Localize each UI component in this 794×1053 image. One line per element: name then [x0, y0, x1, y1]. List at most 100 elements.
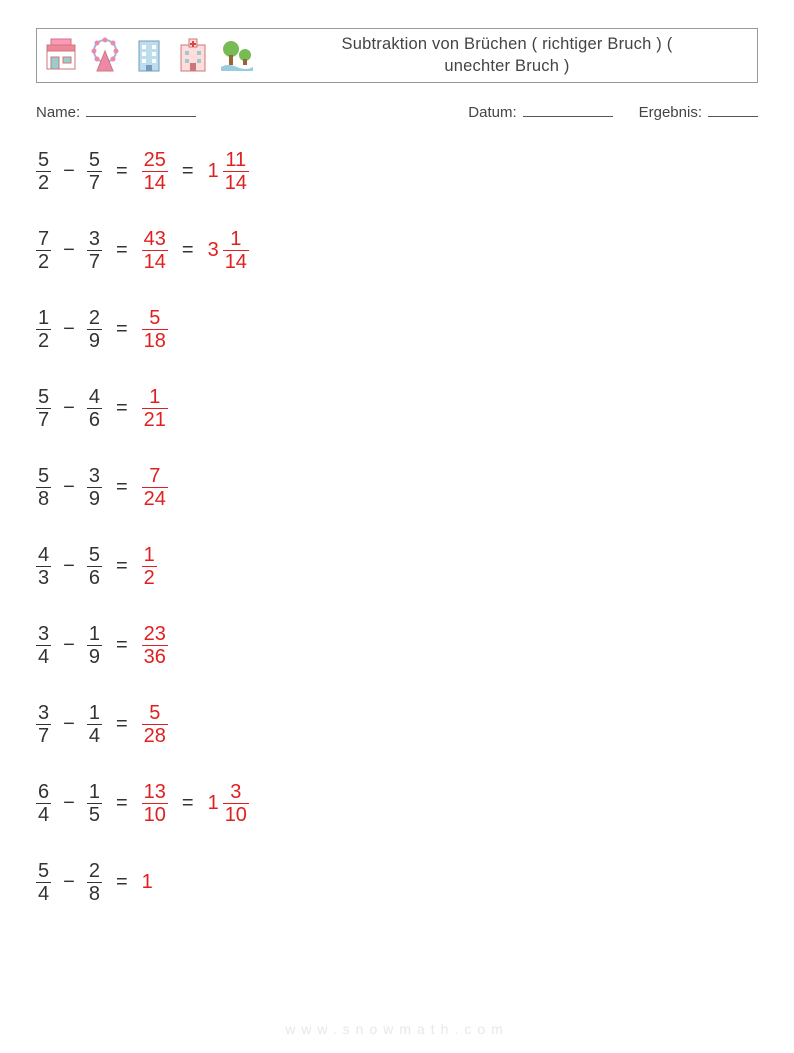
numerator: 3: [36, 702, 51, 724]
date-label: Datum:: [468, 104, 516, 121]
equals-sign: =: [110, 240, 134, 260]
numerator: 5: [147, 307, 162, 329]
denominator: 3: [36, 567, 51, 589]
date-blank[interactable]: [523, 101, 613, 117]
fraction: 4314: [142, 228, 168, 273]
answer: 121: [142, 386, 168, 431]
fraction: 64: [36, 781, 51, 826]
fraction: 121: [142, 386, 168, 431]
denominator: 10: [142, 804, 168, 826]
answer: 2514: [142, 149, 168, 194]
footer-watermark: www.snowmath.com: [0, 1021, 794, 1037]
denominator: 7: [87, 251, 102, 273]
denominator: 24: [142, 488, 168, 510]
equals-sign: =: [110, 793, 134, 813]
fraction: 518: [142, 307, 168, 352]
fraction: 39: [87, 465, 102, 510]
minus-operator: −: [59, 161, 79, 181]
minus-operator: −: [59, 714, 79, 734]
denominator: 21: [142, 409, 168, 431]
fraction: 57: [87, 149, 102, 194]
fraction: 1114: [223, 149, 249, 194]
problem-row: 12−29=518: [36, 307, 758, 352]
numerator: 5: [147, 702, 162, 724]
minus-operator: −: [59, 240, 79, 260]
answer: 724: [142, 465, 168, 510]
mixed-whole: 3: [208, 240, 219, 260]
meta-name: Name:: [36, 101, 196, 121]
numerator: 1: [36, 307, 51, 329]
denominator: 14: [142, 251, 168, 273]
answer: 2336: [142, 623, 168, 668]
numerator: 25: [142, 149, 168, 171]
numerator: 1: [228, 228, 243, 250]
numerator: 5: [36, 860, 51, 882]
numerator: 1: [87, 781, 102, 803]
result-label: Ergebnis:: [639, 104, 702, 121]
office-building-icon: [131, 37, 167, 73]
answer: 4314: [142, 228, 168, 273]
fraction: 46: [87, 386, 102, 431]
answer: 12: [142, 544, 157, 589]
equals-sign: =: [176, 240, 200, 260]
answer-mixed: 1310: [208, 781, 249, 826]
fraction: 310: [223, 781, 249, 826]
numerator: 13: [142, 781, 168, 803]
numerator: 1: [87, 702, 102, 724]
numerator: 2: [87, 307, 102, 329]
minus-operator: −: [59, 635, 79, 655]
fraction: 724: [142, 465, 168, 510]
fraction: 28: [87, 860, 102, 905]
answer: 518: [142, 307, 168, 352]
equals-sign: =: [110, 714, 134, 734]
fraction: 2514: [142, 149, 168, 194]
denominator: 7: [36, 409, 51, 431]
answer-mixed: 11114: [208, 149, 249, 194]
numerator: 5: [36, 386, 51, 408]
numerator: 43: [142, 228, 168, 250]
problem-row: 34−19=2336: [36, 623, 758, 668]
mixed-whole: 1: [208, 161, 219, 181]
equals-sign: =: [110, 477, 134, 497]
result-blank[interactable]: [708, 101, 758, 117]
problems-list: 52−57=2514=1111472−37=4314=311412−29=518…: [36, 149, 758, 905]
fraction: 528: [142, 702, 168, 747]
title-line-2: unechter Bruch ): [267, 55, 747, 77]
fraction: 54: [36, 860, 51, 905]
denominator: 14: [223, 172, 249, 194]
problem-row: 43−56=12: [36, 544, 758, 589]
numerator: 5: [36, 465, 51, 487]
meta-row: Name: Datum: Ergebnis:: [36, 101, 758, 121]
denominator: 4: [87, 725, 102, 747]
numerator: 4: [36, 544, 51, 566]
answer: 528: [142, 702, 168, 747]
numerator: 5: [87, 149, 102, 171]
fraction: 37: [87, 228, 102, 273]
denominator: 9: [87, 488, 102, 510]
numerator: 7: [36, 228, 51, 250]
fraction: 56: [87, 544, 102, 589]
fraction: 57: [36, 386, 51, 431]
numerator: 2: [87, 860, 102, 882]
denominator: 4: [36, 883, 51, 905]
denominator: 2: [36, 172, 51, 194]
fraction: 14: [87, 702, 102, 747]
numerator: 3: [228, 781, 243, 803]
fraction: 43: [36, 544, 51, 589]
denominator: 18: [142, 330, 168, 352]
fraction: 72: [36, 228, 51, 273]
problem-row: 54−28=1: [36, 860, 758, 905]
fraction: 114: [223, 228, 249, 273]
denominator: 36: [142, 646, 168, 668]
numerator: 3: [87, 228, 102, 250]
denominator: 28: [142, 725, 168, 747]
name-blank[interactable]: [86, 101, 196, 117]
name-label: Name:: [36, 104, 80, 121]
numerator: 5: [36, 149, 51, 171]
minus-operator: −: [59, 556, 79, 576]
fraction: 19: [87, 623, 102, 668]
fraction: 34: [36, 623, 51, 668]
minus-operator: −: [59, 398, 79, 418]
fraction: 52: [36, 149, 51, 194]
problem-row: 72−37=4314=3114: [36, 228, 758, 273]
